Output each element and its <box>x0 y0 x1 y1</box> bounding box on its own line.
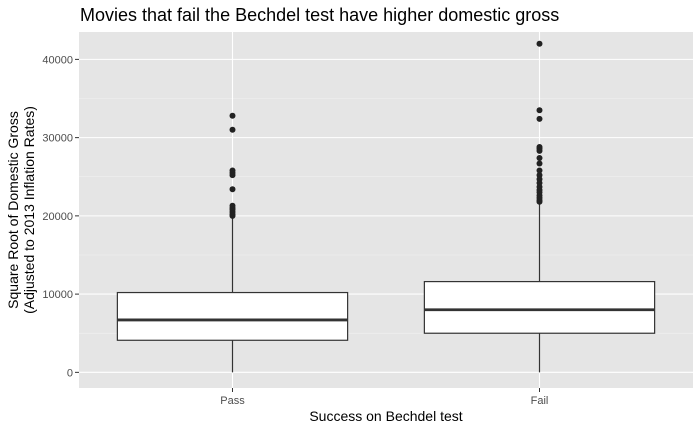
box-pass <box>116 112 349 373</box>
outlier-point <box>229 126 236 133</box>
y-tick-label: 30000 <box>42 133 73 145</box>
y-tick-label: 40000 <box>42 54 73 66</box>
x-tick-label: Pass <box>220 395 245 407</box>
outlier-point <box>536 167 543 174</box>
boxes-layer <box>116 40 656 373</box>
outlier-point <box>536 107 543 114</box>
outlier-point <box>536 172 543 179</box>
y-tick-label: 20000 <box>42 211 73 223</box>
chart-title: Movies that fail the Bechdel test have h… <box>80 5 559 25</box>
box-fail <box>423 40 656 373</box>
y-tick-label: 0 <box>67 367 73 379</box>
x-axis: Pass Fail <box>220 388 548 407</box>
outlier-point <box>229 186 236 193</box>
outlier-point <box>536 40 543 47</box>
outlier-point <box>536 160 543 167</box>
box-iqr <box>423 280 656 334</box>
outlier-point <box>536 154 543 161</box>
y-axis-title-line-2: (Adjusted to 2013 Inflation Rates) <box>21 106 37 314</box>
outlier-point <box>229 167 236 174</box>
box-iqr <box>116 291 349 341</box>
outlier-point <box>229 202 236 209</box>
y-axis-title-line-1: Square Root of Domestic Gross <box>5 111 21 309</box>
y-tick-label: 10000 <box>42 289 73 301</box>
y-axis: 0 10000 20000 30000 40000 <box>42 54 79 379</box>
x-axis-title: Success on Bechdel test <box>309 408 462 424</box>
outlier-point <box>536 144 543 151</box>
outlier-point <box>536 115 543 122</box>
outlier-point <box>229 112 236 119</box>
x-tick-label: Fail <box>531 395 549 407</box>
